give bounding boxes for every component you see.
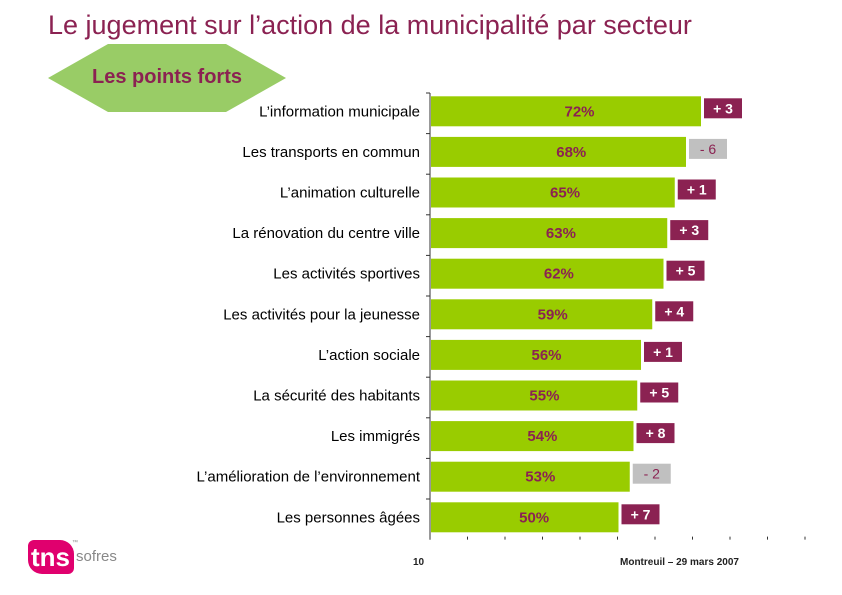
category-label: Les activités pour la jeunesse — [223, 306, 420, 323]
change-badge — [644, 341, 682, 362]
category-label: Les transports en commun — [242, 144, 420, 161]
change-badge — [704, 98, 742, 119]
logo-brand: tns — [31, 542, 70, 572]
bar-value-label: 63% — [546, 225, 576, 242]
banner-hexagon-shape — [48, 44, 286, 112]
bar — [431, 177, 675, 208]
page-number: 10 — [413, 557, 425, 568]
category-label: L’information municipale — [259, 103, 420, 120]
change-badge-label: + 1 — [653, 344, 673, 360]
category-label: Les personnes âgées — [277, 509, 420, 526]
page-title: Le jugement sur l’action de la municipal… — [48, 10, 692, 40]
change-badge-label: + 5 — [676, 263, 696, 279]
change-badge-label: + 1 — [687, 182, 707, 198]
bar — [431, 380, 638, 411]
change-badge-label: + 8 — [646, 425, 666, 441]
category-label: La sécurité des habitants — [253, 388, 420, 405]
change-badge-label: + 5 — [649, 385, 669, 401]
banner-label: Les points forts — [91, 66, 242, 88]
bar-value-label: 62% — [544, 266, 574, 283]
bar — [431, 339, 641, 370]
change-badge — [689, 138, 727, 159]
change-badge-label: - 6 — [700, 141, 717, 157]
category-label: L’animation culturelle — [280, 185, 420, 202]
bar-value-label: 54% — [527, 428, 557, 445]
category-label: Les immigrés — [331, 428, 420, 445]
change-badge — [621, 504, 660, 525]
change-badge — [632, 463, 671, 484]
bar-value-label: 59% — [538, 306, 568, 323]
logo-mark-icon — [28, 540, 74, 574]
category-label: L’amélioration de l’environnement — [197, 469, 421, 486]
change-badge-label: + 4 — [664, 303, 684, 319]
logo-sub: sofres — [76, 548, 117, 565]
bar — [431, 136, 686, 167]
bar — [431, 502, 619, 533]
change-badge — [640, 382, 679, 403]
change-badge — [677, 179, 716, 200]
bar-value-label: 55% — [529, 388, 559, 405]
bar-value-label: 50% — [519, 509, 549, 526]
change-badge — [670, 220, 709, 241]
logo-trademark: ™ — [72, 540, 78, 546]
bar — [431, 258, 664, 289]
change-badge — [636, 423, 675, 444]
change-badge-label: + 3 — [679, 222, 699, 238]
change-badge-label: + 7 — [631, 506, 651, 522]
bar-value-label: 53% — [525, 469, 555, 486]
change-badge — [666, 260, 705, 281]
bar — [431, 461, 630, 492]
bar — [431, 421, 634, 452]
bar-value-label: 68% — [556, 144, 586, 161]
change-badge-label: - 2 — [644, 466, 661, 482]
change-badge-label: + 3 — [713, 100, 733, 116]
category-label: Les activités sportives — [273, 266, 420, 283]
section-banner: Les points forts — [48, 44, 286, 112]
bar — [431, 299, 653, 330]
bar-value-label: 65% — [550, 185, 580, 202]
footer-text: Montreuil – 29 mars 2007 — [620, 557, 739, 568]
tns-sofres-logo: tns ™ sofres — [28, 540, 138, 580]
bar — [431, 218, 668, 249]
bar-value-label: 72% — [564, 103, 594, 120]
bar-value-label: 56% — [531, 347, 561, 364]
change-badge — [655, 301, 694, 322]
category-label: L’action sociale — [318, 347, 420, 364]
bar — [431, 96, 701, 127]
category-label: La rénovation du centre ville — [232, 225, 420, 242]
